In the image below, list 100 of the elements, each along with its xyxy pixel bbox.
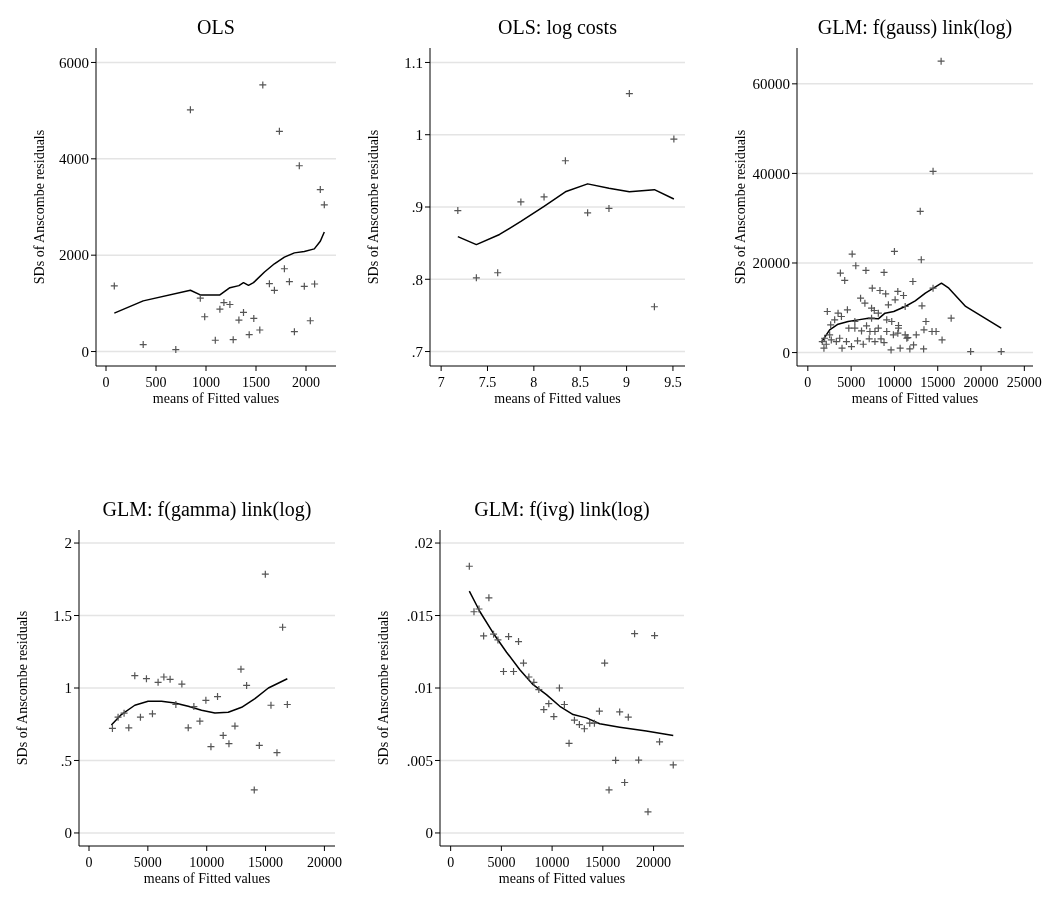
y-axis-title: SDs of Anscombe residuals bbox=[733, 129, 748, 285]
point bbox=[564, 739, 574, 748]
point bbox=[224, 739, 234, 748]
x-tick-label: 8.5 bbox=[571, 375, 589, 390]
line-series bbox=[113, 231, 326, 314]
point bbox=[604, 204, 614, 213]
point bbox=[669, 134, 678, 144]
y-tick-label: 60000 bbox=[752, 76, 790, 93]
point bbox=[171, 700, 180, 709]
y-tick-label: 1.1 bbox=[404, 54, 423, 71]
y-tick-label: 1 bbox=[415, 126, 423, 143]
x-tick-label: 500 bbox=[145, 375, 167, 390]
point bbox=[555, 683, 564, 693]
chart-title: GLM: f(gauss) link(log) bbox=[817, 16, 1013, 39]
y-tick-label: .015 bbox=[406, 607, 433, 624]
point bbox=[154, 678, 163, 687]
point bbox=[669, 760, 678, 770]
x-tick-label: 2000 bbox=[292, 375, 320, 390]
y-axis-title: SDs of Anscombe residuals bbox=[15, 610, 30, 766]
point bbox=[484, 593, 493, 602]
point bbox=[519, 658, 528, 668]
point bbox=[600, 658, 609, 668]
point bbox=[624, 713, 633, 722]
x-tick-label: 7 bbox=[437, 375, 445, 390]
x-tick-label: 10000 bbox=[876, 375, 912, 390]
x-axis-title: means of Fitted values bbox=[143, 871, 271, 886]
line-series bbox=[110, 677, 289, 726]
point bbox=[119, 709, 129, 718]
point bbox=[136, 713, 145, 722]
x-tick-label: 5000 bbox=[837, 375, 866, 390]
point bbox=[479, 631, 488, 641]
point bbox=[272, 748, 282, 757]
y-tick-label: 20000 bbox=[752, 255, 790, 272]
x-tick-label: 10000 bbox=[189, 855, 225, 870]
point bbox=[124, 723, 133, 732]
point bbox=[310, 279, 319, 289]
x-axis-title: means of Fitted values bbox=[494, 391, 621, 406]
point bbox=[643, 807, 653, 816]
point bbox=[255, 325, 264, 335]
x-tick-label: 20000 bbox=[963, 375, 999, 390]
point bbox=[469, 607, 479, 616]
y-tick-label: 4000 bbox=[59, 151, 89, 168]
y-tick-label: .9 bbox=[411, 199, 423, 216]
x-tick-label: 1000 bbox=[192, 375, 220, 390]
y-tick-label: .7 bbox=[411, 343, 424, 360]
point bbox=[236, 665, 246, 674]
x-tick-label: 10000 bbox=[534, 855, 570, 870]
point bbox=[184, 723, 193, 732]
x-tick-label: 9 bbox=[623, 375, 631, 390]
chart-title: GLM: f(ivg) link(log) bbox=[474, 498, 650, 521]
y-tick-label: .02 bbox=[414, 535, 433, 552]
point bbox=[195, 717, 204, 726]
line-series bbox=[468, 590, 674, 737]
point bbox=[634, 755, 643, 765]
x-tick-label: 7.5 bbox=[478, 375, 497, 390]
y-axis-title: SDs of Anscombe residuals bbox=[366, 129, 381, 285]
y-tick-label: .5 bbox=[60, 752, 72, 769]
point bbox=[258, 80, 267, 90]
x-tick-label: 15000 bbox=[920, 375, 956, 390]
x-tick-label: 8 bbox=[530, 375, 538, 390]
point bbox=[177, 679, 186, 689]
line-series bbox=[820, 282, 1002, 344]
x-tick-label: 15000 bbox=[248, 855, 284, 870]
y-tick-label: 2000 bbox=[59, 247, 89, 264]
point bbox=[604, 785, 614, 794]
point bbox=[250, 785, 259, 794]
point bbox=[113, 713, 123, 722]
x-axis-title: means of Fitted values bbox=[851, 391, 979, 406]
point bbox=[110, 281, 119, 291]
x-axis-title: means of Fitted values bbox=[498, 871, 626, 886]
x-tick-label: 20000 bbox=[636, 855, 672, 870]
x-tick-label: 5000 bbox=[487, 855, 516, 870]
point bbox=[189, 702, 198, 711]
point bbox=[201, 696, 210, 705]
y-tick-label: 6000 bbox=[59, 54, 89, 71]
y-tick-label: 0 bbox=[64, 825, 72, 842]
y-tick-label: 1 bbox=[64, 680, 72, 697]
chart-title: OLS: log costs bbox=[498, 16, 618, 39]
chart-title: OLS bbox=[197, 16, 235, 38]
y-tick-label: .8 bbox=[411, 271, 423, 288]
y-tick-label: 1.5 bbox=[53, 607, 72, 624]
x-tick-label: 0 bbox=[102, 375, 110, 390]
point bbox=[266, 701, 276, 710]
x-tick-label: 0 bbox=[447, 855, 455, 870]
point bbox=[474, 604, 484, 614]
y-tick-label: 2 bbox=[64, 535, 72, 552]
x-tick-label: 15000 bbox=[585, 855, 621, 870]
y-tick-label: 40000 bbox=[752, 165, 790, 182]
x-tick-label: 0 bbox=[804, 375, 812, 390]
point bbox=[206, 742, 216, 751]
y-axis-title: SDs of Anscombe residuals bbox=[376, 610, 391, 766]
point bbox=[234, 315, 243, 325]
y-tick-label: .005 bbox=[406, 752, 433, 769]
point bbox=[516, 197, 525, 207]
chart-title: GLM: f(gamma) link(log) bbox=[102, 498, 312, 521]
y-axis-title: SDs of Anscombe residuals bbox=[32, 129, 47, 285]
y-tick-label: .01 bbox=[414, 680, 433, 697]
x-tick-label: 9.5 bbox=[664, 375, 682, 390]
x-axis-title: means of Fitted values bbox=[152, 391, 280, 406]
y-tick-label: 0 bbox=[425, 825, 433, 842]
